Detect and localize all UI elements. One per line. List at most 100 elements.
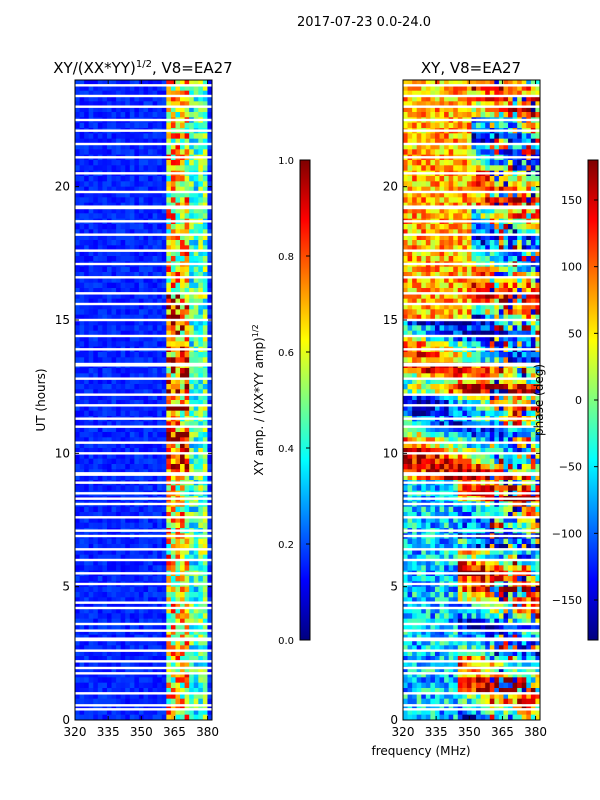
heatmap-cell	[198, 138, 204, 145]
heatmap-cell	[143, 186, 149, 193]
heatmap-cell	[184, 485, 190, 492]
heatmap-cell	[75, 400, 80, 406]
heatmap-cell	[148, 245, 154, 252]
heatmap-cell	[134, 645, 140, 652]
heatmap-cell	[526, 298, 532, 305]
heatmap-cell	[193, 448, 199, 454]
heatmap-cell	[407, 250, 413, 257]
heatmap-cell	[143, 522, 149, 529]
heatmap-cell	[403, 101, 408, 108]
heatmap-cell	[88, 458, 94, 465]
heatmap-cell	[457, 176, 463, 182]
heatmap-cell	[102, 85, 108, 92]
heatmap-cell	[129, 432, 135, 438]
heatmap-cell	[489, 245, 495, 252]
heatmap-cell	[97, 565, 103, 572]
heatmap-cell	[166, 336, 172, 342]
ut-axis-label: UT (hours)	[34, 368, 48, 431]
heatmap-cell	[157, 442, 163, 449]
heatmap-cell	[129, 96, 135, 102]
heatmap-cell	[102, 602, 108, 609]
heatmap-cell	[175, 96, 181, 102]
heatmap-cell	[494, 282, 500, 289]
heatmap-cell	[129, 138, 135, 145]
heatmap-cell	[143, 224, 149, 230]
heatmap-cell	[184, 640, 190, 646]
flagged-gap	[75, 262, 212, 266]
heatmap-cell	[480, 101, 486, 108]
heatmap-cell	[161, 320, 167, 326]
heatmap-cell	[457, 122, 463, 129]
heatmap-cell	[202, 560, 208, 566]
heatmap-cell	[198, 133, 204, 140]
heatmap-cell	[184, 522, 190, 529]
heatmap-cell	[193, 597, 199, 604]
heatmap-cell	[88, 453, 94, 460]
heatmap-cell	[125, 144, 131, 150]
heatmap-cell	[439, 229, 445, 236]
heatmap-cell	[102, 453, 108, 460]
heatmap-cell	[180, 426, 185, 433]
heatmap-cell	[494, 149, 500, 156]
heatmap-cell	[161, 677, 167, 684]
heatmap-cell	[134, 549, 140, 556]
heatmap-cell	[102, 592, 108, 598]
heatmap-cell	[143, 453, 149, 460]
heatmap-cell	[498, 234, 504, 241]
heatmap-cell	[134, 352, 140, 358]
heatmap-cell	[407, 90, 413, 97]
heatmap-cell	[457, 304, 463, 310]
heatmap-cell	[88, 384, 94, 390]
heatmap-cell	[134, 576, 140, 582]
heatmap-cell	[79, 474, 85, 481]
heatmap-cell	[202, 592, 208, 598]
heatmap-cell	[489, 80, 495, 86]
x-tick-label: 365	[163, 725, 186, 739]
heatmap-cell	[416, 250, 422, 257]
heatmap-cell	[97, 400, 103, 406]
heatmap-cell	[535, 234, 540, 241]
heatmap-cell	[111, 698, 117, 705]
y-tick-label: 10	[55, 446, 70, 460]
heatmap-cell	[425, 122, 431, 129]
heatmap-cell	[489, 282, 495, 289]
heatmap-cell	[412, 240, 418, 246]
heatmap-cell	[152, 96, 158, 102]
heatmap-cell	[111, 512, 117, 518]
heatmap-cell	[530, 266, 536, 273]
heatmap-cell	[457, 245, 463, 252]
heatmap-cell	[202, 122, 208, 129]
heatmap-cell	[170, 133, 176, 140]
heatmap-cell	[421, 149, 427, 156]
heatmap-cell	[202, 341, 208, 348]
heatmap-cell	[430, 80, 436, 86]
heatmap-cell	[175, 629, 181, 636]
heatmap-cell	[189, 96, 195, 102]
heatmap-cell	[79, 149, 85, 156]
heatmap-cell	[129, 602, 135, 609]
heatmap-cell	[88, 101, 94, 108]
heatmap-cell	[476, 256, 482, 262]
heatmap-cell	[430, 133, 436, 140]
heatmap-cell	[193, 213, 199, 220]
heatmap-cell	[120, 85, 126, 92]
heatmap-cell	[161, 709, 167, 716]
heatmap-cell	[138, 410, 144, 417]
heatmap-cell	[93, 586, 99, 593]
heatmap-cell	[498, 272, 504, 278]
heatmap-cell	[198, 304, 204, 310]
heatmap-cell	[84, 181, 90, 188]
heatmap-cell	[75, 282, 80, 289]
heatmap-cell	[157, 549, 163, 556]
heatmap-cell	[143, 368, 149, 374]
heatmap-cell	[120, 693, 126, 700]
heatmap-cell	[498, 250, 504, 257]
heatmap-cell	[125, 400, 131, 406]
heatmap-cell	[453, 144, 459, 150]
heatmap-cell	[503, 192, 509, 198]
heatmap-cell	[148, 714, 154, 720]
heatmap-cell	[106, 122, 112, 129]
heatmap-cell	[202, 544, 208, 550]
